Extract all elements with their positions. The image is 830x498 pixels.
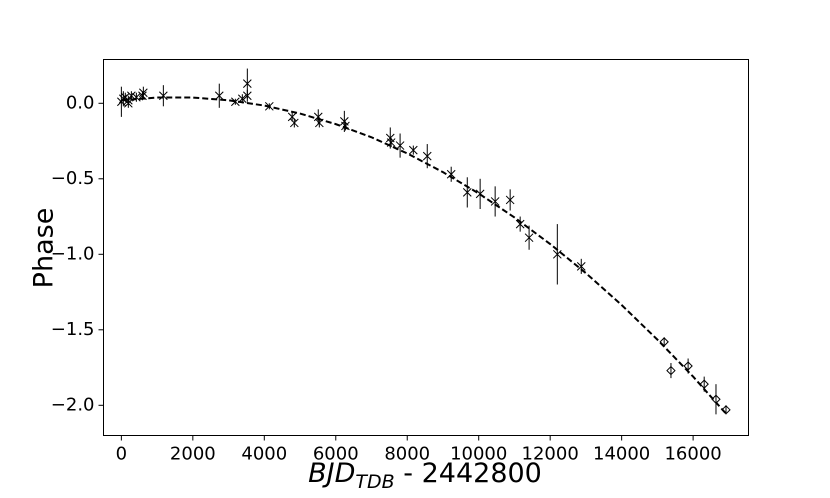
diamond-marker <box>699 379 709 389</box>
x-marker <box>386 138 396 147</box>
diamond-marker <box>721 405 731 415</box>
x-marker <box>475 189 485 199</box>
y-tick-label: −1.5 <box>51 319 95 340</box>
x-marker <box>159 91 168 101</box>
x-tick-label: 6000 <box>313 444 359 465</box>
y-axis-label: Phase <box>29 208 60 289</box>
diamond-marker <box>711 394 721 404</box>
x-marker <box>138 91 147 101</box>
x-axis-label: BJDTDB - 2442800 <box>308 458 542 493</box>
x-marker <box>524 233 534 243</box>
x-marker <box>422 151 432 161</box>
x-marker <box>395 141 405 150</box>
x-marker <box>231 97 240 107</box>
x-marker <box>127 91 136 101</box>
x-marker <box>123 98 133 108</box>
y-tick-label: −1.0 <box>51 243 95 264</box>
x-marker <box>287 112 297 122</box>
x-marker <box>314 118 324 128</box>
x-tick-label: 4000 <box>241 444 287 465</box>
x-marker <box>552 249 562 259</box>
x-marker <box>576 262 586 271</box>
diamond-marker <box>683 361 693 371</box>
x-marker <box>341 121 350 131</box>
x-marker <box>408 145 418 155</box>
x-label-main: BJD <box>308 458 355 489</box>
x-marker <box>264 101 274 111</box>
y-tick-label: 0.0 <box>66 92 95 113</box>
y-tick-label: −0.5 <box>51 168 95 189</box>
x-marker <box>289 118 299 128</box>
diamond-marker <box>659 337 669 347</box>
x-tick-label: 12000 <box>522 444 579 465</box>
x-marker <box>138 88 148 98</box>
x-marker <box>237 94 247 104</box>
plot-frame <box>103 59 749 436</box>
x-tick-label: 0 <box>116 444 127 465</box>
x-marker <box>515 219 525 229</box>
x-tick-label: 10000 <box>450 444 507 465</box>
x-tick-label: 16000 <box>664 444 721 465</box>
x-marker <box>490 197 500 206</box>
x-label-rest: - 2442800 <box>395 458 542 489</box>
fit-curve <box>121 96 727 414</box>
x-marker <box>214 91 224 101</box>
x-tick-label: 14000 <box>593 444 650 465</box>
diamond-marker <box>666 365 676 376</box>
x-marker <box>462 188 472 197</box>
x-marker <box>505 195 515 205</box>
x-marker <box>446 169 456 179</box>
x-marker <box>242 79 252 89</box>
x-marker <box>242 91 252 101</box>
x-tick-label: 2000 <box>170 444 216 465</box>
y-tick-label: −2.0 <box>51 394 95 415</box>
x-tick-label: 8000 <box>384 444 430 465</box>
x-marker <box>132 92 141 102</box>
x-label-sub: TDB <box>355 471 394 493</box>
